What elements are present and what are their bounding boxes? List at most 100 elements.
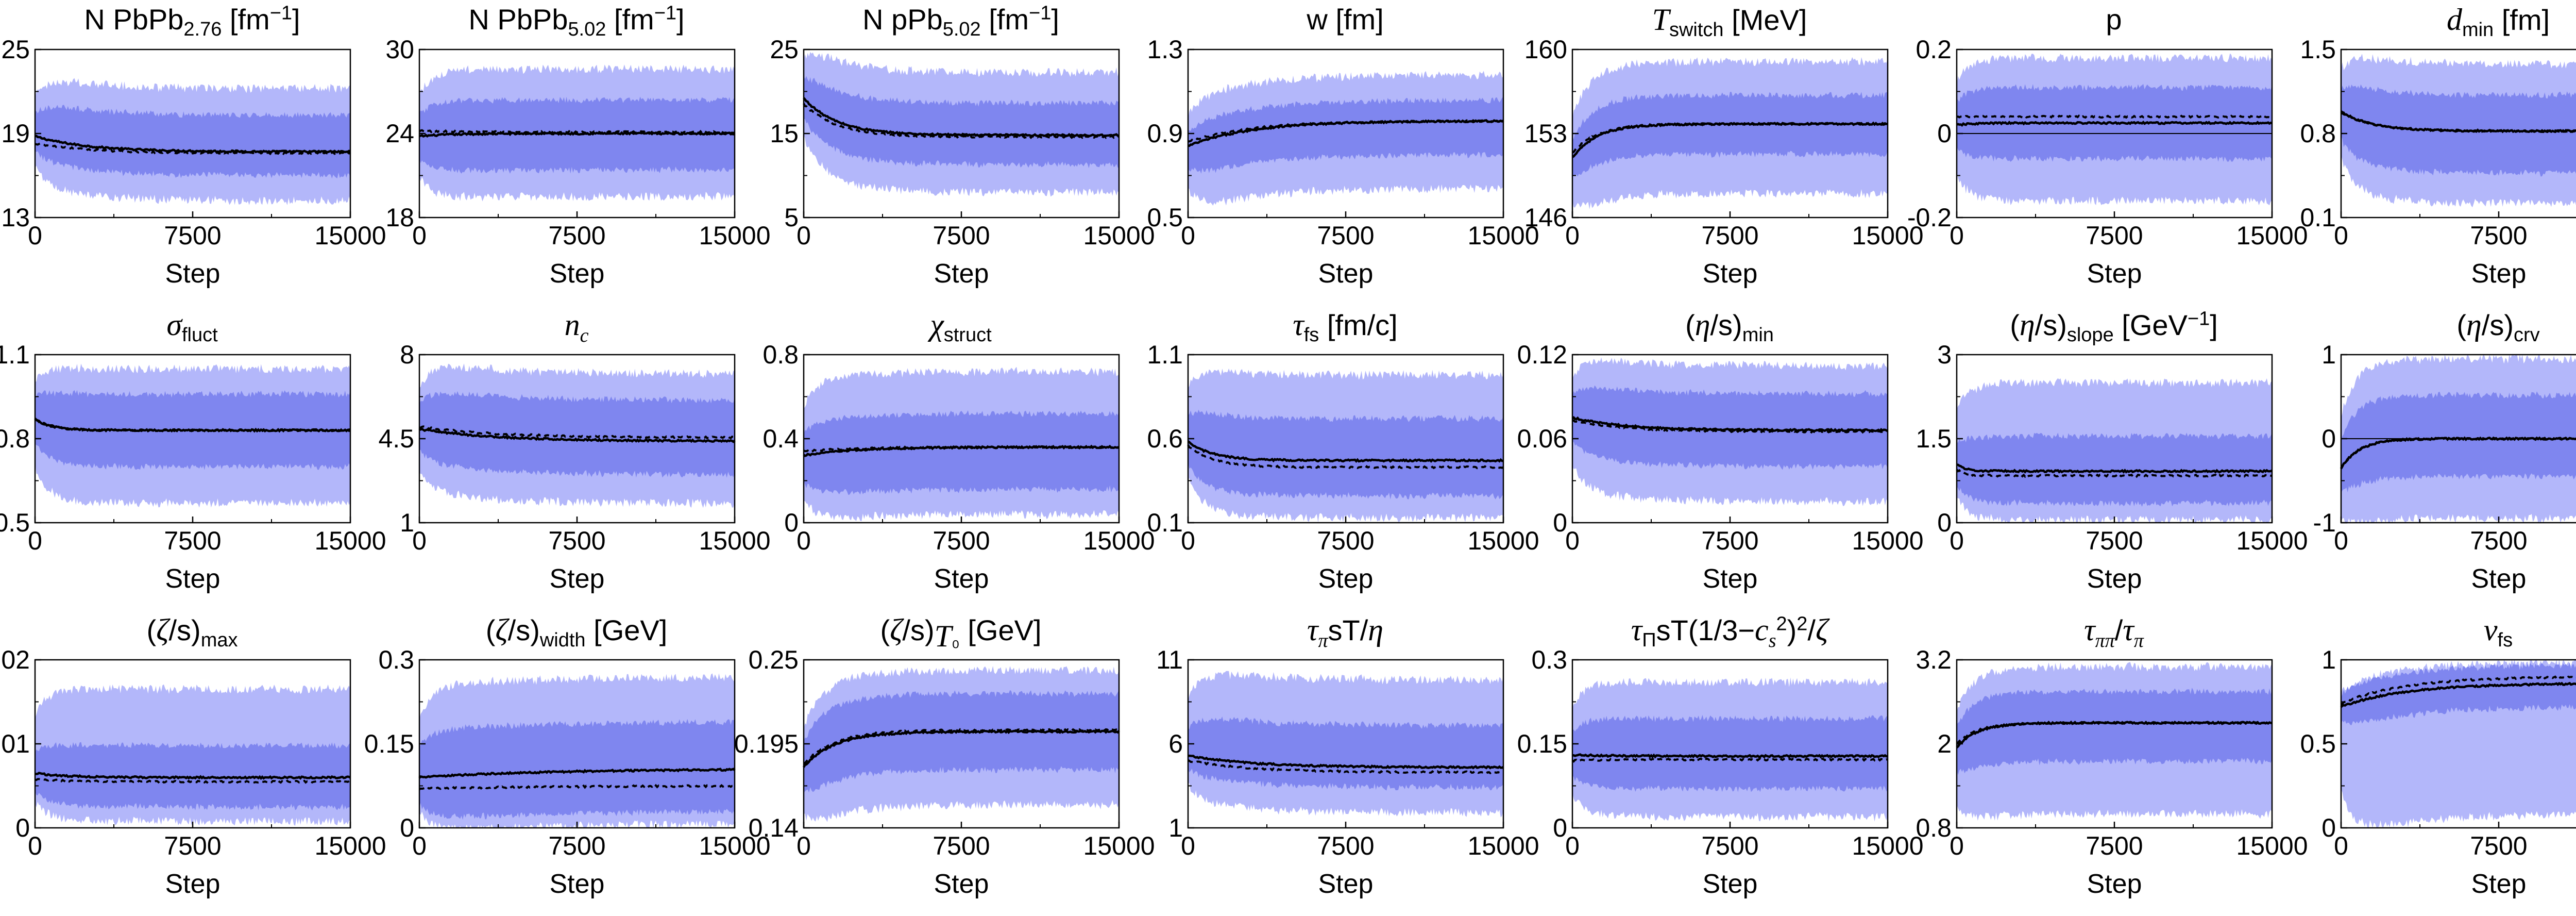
- x-tick-label: 15000: [1852, 221, 1923, 250]
- y-tick-label: 0.3: [378, 645, 414, 674]
- y-tick-label: 25: [1, 35, 30, 64]
- series-median: [1956, 720, 2273, 748]
- plot-svg: 0.14 0.195 0.25 0 7500 15000 Step: [734, 645, 1155, 899]
- y-tick-label: 0: [784, 508, 799, 537]
- plot-svg: 0 0.06 0.12 0 7500 15000 Step: [1517, 340, 1924, 594]
- y-tick-label: 0.5: [1147, 203, 1183, 232]
- y-tick-label: -0.2: [1907, 203, 1952, 232]
- x-axis-label: Step: [1703, 564, 1758, 594]
- x-tick-label: 15000: [2236, 831, 2308, 860]
- band-68: [1188, 409, 1503, 499]
- x-tick-label: 0: [796, 831, 811, 860]
- y-tick-label: 0.2: [1916, 35, 1952, 64]
- panel-chi-struct: χstruct 0 0.4 0.8 0 7500 15000 Step: [762, 305, 1155, 610]
- y-tick-label: 2: [1937, 729, 1952, 758]
- series-median: [2340, 681, 2576, 708]
- x-tick-label: 15000: [1083, 526, 1155, 555]
- y-tick-label: 0.6: [1147, 424, 1183, 453]
- series-median: [1956, 120, 2273, 127]
- panel-title: (ζ/s)width [GeV]: [485, 613, 668, 652]
- x-axis-label: Step: [2087, 564, 2142, 594]
- y-tick-label: 0: [2321, 813, 2336, 842]
- series-median: [419, 131, 735, 138]
- x-tick-label: 7500: [548, 526, 605, 555]
- band-68: [1572, 92, 1888, 177]
- y-tick-label: 6: [1168, 729, 1183, 758]
- panel-tau-Pi: τΠsT(1/3−cs2)2/ζ 0 0.15 0.3 0 7500 15000 Step: [1517, 610, 1924, 915]
- y-tick-label: 4.5: [378, 424, 414, 453]
- y-tick-label: 24: [385, 119, 414, 148]
- x-tick-label: 15000: [314, 221, 386, 250]
- x-tick-label: 15000: [699, 221, 770, 250]
- x-tick-label: 7500: [2470, 526, 2527, 555]
- plot-svg: 0 1.5 3 0 7500 15000 Step: [1916, 340, 2308, 594]
- x-axis-label: Step: [934, 869, 989, 899]
- x-tick-label: 0: [1565, 526, 1580, 555]
- panel-N-PbPb276: N PbPb2.76 [fm−1] 13 19 25 0 7500 15000 Step: [0, 0, 386, 305]
- x-tick-label: 15000: [1852, 526, 1923, 555]
- x-axis-label: Step: [1318, 564, 1374, 594]
- x-tick-label: 15000: [2236, 221, 2308, 250]
- series-dashed: [1188, 759, 1504, 775]
- x-tick-label: 7500: [933, 221, 990, 250]
- y-tick-label: 1.5: [1916, 424, 1952, 453]
- y-tick-label: 0.5: [0, 508, 30, 537]
- y-tick-label: 3: [1937, 340, 1952, 369]
- x-tick-label: 0: [796, 526, 811, 555]
- y-tick-label: 1.5: [2300, 35, 2336, 64]
- panel-title: N PbPb5.02 [fm−1]: [468, 2, 685, 41]
- x-tick-label: 0: [412, 526, 427, 555]
- x-tick-label: 0: [1565, 221, 1580, 250]
- x-axis-label: Step: [550, 869, 605, 899]
- series-median: [418, 768, 736, 779]
- series-median: [34, 418, 351, 433]
- y-tick-label: 0.5: [2300, 729, 2336, 758]
- x-axis-label: Step: [934, 564, 989, 594]
- plot-svg: 0 0.15 0.3 0 7500 15000 Step: [1517, 645, 1924, 899]
- x-tick-label: 0: [2334, 221, 2348, 250]
- panel-title: N PbPb2.76 [fm−1]: [84, 2, 300, 41]
- y-tick-label: 8: [400, 340, 414, 369]
- panel-title: Tswitch [MeV]: [1652, 3, 1807, 41]
- x-tick-label: 15000: [314, 831, 386, 860]
- x-tick-label: 7500: [164, 831, 221, 860]
- x-axis-label: Step: [2087, 259, 2142, 289]
- x-tick-label: 0: [412, 221, 427, 250]
- x-tick-label: 15000: [699, 526, 770, 555]
- band-68: [1957, 688, 2272, 775]
- x-tick-label: 15000: [1083, 221, 1155, 250]
- y-tick-label: 160: [1524, 35, 1567, 64]
- band-68: [1572, 714, 1888, 792]
- y-tick-label: 0.06: [1517, 424, 1567, 453]
- series-dashed: [1571, 757, 1888, 763]
- x-tick-label: 7500: [548, 221, 605, 250]
- y-tick-label: 1.1: [0, 340, 30, 369]
- x-axis-label: Step: [1703, 869, 1758, 899]
- y-tick-label: 18: [385, 203, 414, 232]
- y-tick-label: 30: [385, 35, 414, 64]
- band-68: [804, 410, 1119, 495]
- y-tick-label: 3.2: [1916, 645, 1952, 674]
- x-axis-label: Step: [1318, 869, 1374, 899]
- panel-sigma-fluct: σfluct 0.5 0.8 1.1 0 7500 15000 Step: [0, 305, 386, 610]
- plot-svg: 0 0.4 0.8 0 7500 15000 Step: [762, 340, 1155, 594]
- band-68: [1957, 432, 2272, 507]
- x-tick-label: 0: [28, 831, 42, 860]
- x-tick-label: 15000: [699, 831, 770, 860]
- y-tick-label: 0.9: [1147, 119, 1183, 148]
- y-tick-label: 1: [400, 508, 414, 537]
- series-dashed: [1956, 114, 2273, 120]
- series-dashed: [1956, 469, 2273, 478]
- series-dashed: [2341, 675, 2576, 705]
- y-tick-label: 0: [1937, 508, 1952, 537]
- x-tick-label: 7500: [2086, 831, 2143, 860]
- y-tick-label: 0: [400, 813, 414, 842]
- y-tick-label: 153: [1524, 119, 1567, 148]
- panel-tau-fs: τfs [fm/c] 0.1 0.6 1.1 0 7500 15000 Step: [1147, 305, 1539, 610]
- y-tick-label: 0.8: [1916, 813, 1952, 842]
- x-tick-label: 7500: [2086, 221, 2143, 250]
- x-tick-label: 7500: [2086, 526, 2143, 555]
- panel-title: (η/s)slope [GeV−1]: [2010, 308, 2218, 346]
